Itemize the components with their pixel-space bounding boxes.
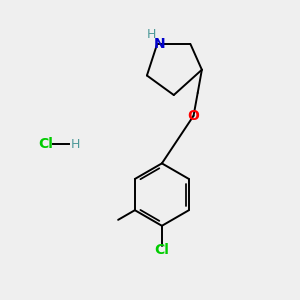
Text: H: H [71, 138, 80, 151]
Text: O: O [188, 109, 200, 123]
Text: Cl: Cl [38, 137, 53, 151]
Text: N: N [154, 37, 165, 51]
Text: H: H [147, 28, 157, 41]
Text: Cl: Cl [154, 243, 169, 256]
